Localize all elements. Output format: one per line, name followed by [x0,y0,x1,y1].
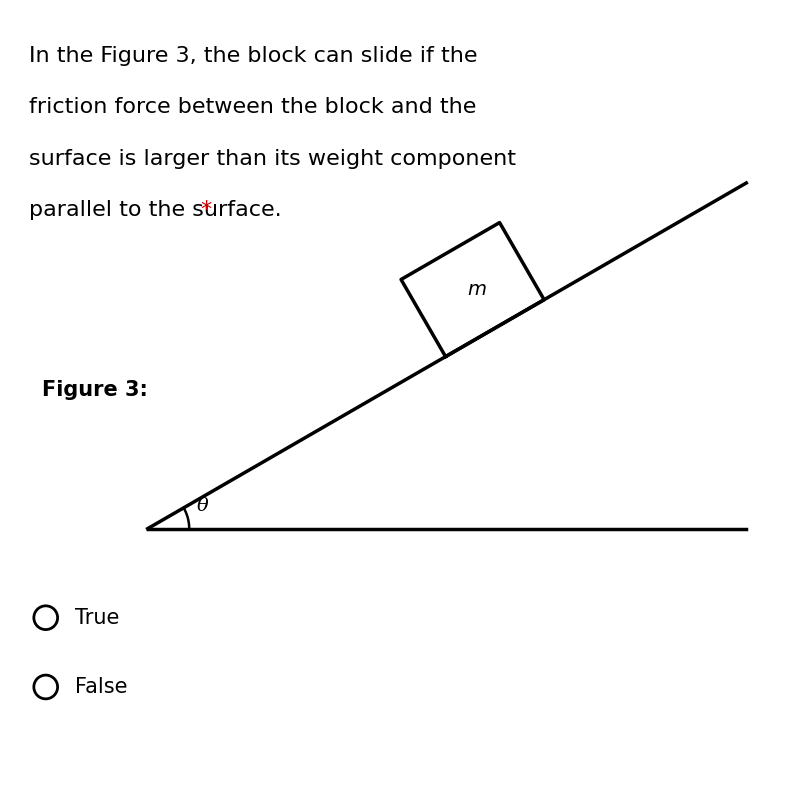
Text: True: True [75,608,120,628]
Text: parallel to the surface.: parallel to the surface. [29,200,281,220]
Text: m: m [467,280,486,299]
Text: θ: θ [196,497,208,514]
Text: friction force between the block and the: friction force between the block and the [29,97,476,117]
Text: False: False [75,677,128,697]
Text: Figure 3:: Figure 3: [42,380,147,400]
Text: In the Figure 3, the block can slide if the: In the Figure 3, the block can slide if … [29,46,478,66]
Text: surface is larger than its weight component: surface is larger than its weight compon… [29,149,516,169]
Text: *: * [200,200,211,220]
